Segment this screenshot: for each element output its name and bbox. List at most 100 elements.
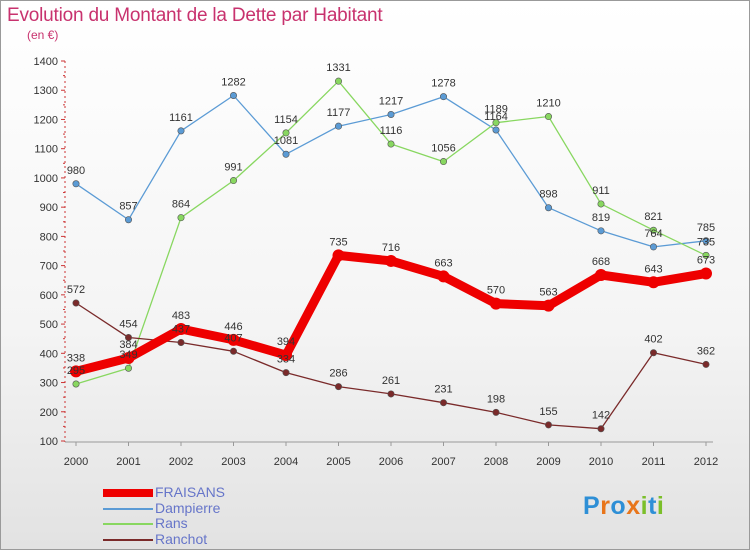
data-point-rans xyxy=(597,200,605,208)
legend-label: FRAISANS xyxy=(155,484,226,500)
data-labels: 980 857 1161 1282 1081 1177 1217 1278 1164 898 819… xyxy=(67,62,715,422)
data-label-rans: 349 xyxy=(119,349,137,361)
logo-letter: o xyxy=(610,492,627,520)
series-line-fraisans xyxy=(71,250,711,376)
y-tick-label: 500 xyxy=(40,319,58,331)
data-label-dampierre: 980 xyxy=(67,165,85,177)
logo-letter: x xyxy=(626,492,641,520)
plot-area: 100 200 300 400 500 600 700 800 900 1000 1100 1200 1… xyxy=(34,56,719,468)
y-tick-label: 1400 xyxy=(34,56,58,68)
legend-label: Ranchot xyxy=(155,530,208,547)
data-label-rans: 1331 xyxy=(326,62,350,74)
data-label-rans: 1210 xyxy=(536,98,560,110)
data-label-fraisans: 673 xyxy=(697,255,715,267)
data-point-rans xyxy=(492,119,500,127)
data-point-rans xyxy=(177,214,185,222)
data-point-fraisans xyxy=(595,268,607,281)
data-label-rans: 1154 xyxy=(274,114,298,126)
data-point-fraisans xyxy=(175,323,187,336)
data-point-rans xyxy=(125,364,133,372)
data-point-ranchot xyxy=(649,349,657,357)
data-point-ranchot xyxy=(492,408,500,416)
proxiti-logo: Proxiti xyxy=(583,492,664,521)
data-point-fraisans xyxy=(490,297,502,310)
logo-letter: t xyxy=(648,492,657,520)
data-label-rans: 1116 xyxy=(380,125,403,137)
data-point-rans xyxy=(439,158,447,166)
data-point-dampierre xyxy=(282,150,290,158)
x-tick-label: 2002 xyxy=(169,456,193,468)
data-label-fraisans: 735 xyxy=(329,236,347,248)
data-label-rans: 1056 xyxy=(431,143,455,155)
x-tick-label: 2007 xyxy=(431,456,455,468)
y-tick-label: 400 xyxy=(40,348,58,360)
legend-item-fraisans: FRAISANS xyxy=(103,484,363,501)
data-label-ranchot: 362 xyxy=(697,345,715,357)
data-label-ranchot: 402 xyxy=(644,334,662,346)
data-label-ranchot: 437 xyxy=(172,323,190,335)
y-tick-label: 1100 xyxy=(34,144,58,156)
legend-swatch xyxy=(103,489,153,497)
data-label-dampierre: 1217 xyxy=(379,95,403,107)
data-point-fraisans xyxy=(385,254,397,267)
legend-label: Dampierre xyxy=(155,499,221,516)
chart-title: Evolution du Montant de la Dette par Hab… xyxy=(7,5,383,26)
data-label-dampierre: 1161 xyxy=(169,112,193,124)
data-point-ranchot xyxy=(597,425,605,433)
data-label-dampierre: 1081 xyxy=(274,135,298,147)
data-point-ranchot xyxy=(282,369,290,377)
data-point-ranchot xyxy=(177,338,185,346)
data-point-rans xyxy=(387,140,395,148)
data-point-rans xyxy=(72,380,80,388)
data-label-rans: 864 xyxy=(172,199,190,211)
data-label-fraisans: 668 xyxy=(592,256,610,268)
data-label-fraisans: 563 xyxy=(539,287,557,299)
data-label-rans: 911 xyxy=(592,185,610,197)
data-point-dampierre xyxy=(544,204,552,212)
data-point-dampierre xyxy=(702,237,710,245)
data-point-rans xyxy=(649,226,657,234)
logo-letter: i xyxy=(656,492,665,520)
data-label-fraisans: 483 xyxy=(172,310,190,322)
x-tick-label: 2004 xyxy=(274,456,298,468)
data-point-ranchot xyxy=(230,347,238,355)
data-point-fraisans xyxy=(227,333,240,346)
data-label-ranchot: 286 xyxy=(329,368,347,380)
data-point-rans xyxy=(230,177,238,185)
legend-label: Rans xyxy=(155,515,188,531)
y-tick-label: 200 xyxy=(40,407,58,419)
data-label-fraisans: 338 xyxy=(67,352,85,364)
data-label-fraisans: 384 xyxy=(119,339,137,351)
y-tick-label: 1000 xyxy=(34,173,58,185)
y-tick-label: 700 xyxy=(40,261,58,273)
y-tick-label: 100 xyxy=(40,436,58,448)
x-tick-label: 2008 xyxy=(484,456,508,468)
data-label-fraisans: 663 xyxy=(434,257,452,269)
data-label-ranchot: 198 xyxy=(487,393,505,405)
legend-item-rans: Rans xyxy=(103,515,363,532)
logo-letter: P xyxy=(583,492,601,520)
data-point-dampierre xyxy=(649,243,657,251)
data-label-dampierre: 898 xyxy=(539,189,557,201)
data-point-fraisans xyxy=(70,365,82,378)
data-point-dampierre xyxy=(125,216,133,224)
data-label-dampierre: 1282 xyxy=(221,76,245,88)
data-point-fraisans xyxy=(437,270,450,283)
x-tick-label: 2010 xyxy=(589,456,613,468)
data-point-dampierre xyxy=(597,227,605,235)
x-tick-label: 2000 xyxy=(64,456,88,468)
logo-letter: i xyxy=(640,492,649,520)
data-label-rans: 1189 xyxy=(484,104,508,116)
chart-unit: (en €) xyxy=(27,28,59,42)
series-line-ranchot xyxy=(75,302,707,430)
data-point-fraisans xyxy=(332,249,345,262)
data-label-ranchot: 142 xyxy=(592,410,610,422)
x-tick-label: 2005 xyxy=(326,456,350,468)
data-label-ranchot: 261 xyxy=(382,375,400,387)
data-point-dampierre xyxy=(492,126,500,134)
legend-swatch xyxy=(103,538,153,541)
data-label-fraisans: 643 xyxy=(644,263,662,275)
data-point-ranchot xyxy=(544,421,552,429)
y-tick-label: 900 xyxy=(40,202,58,214)
y-tick-label: 300 xyxy=(40,378,58,390)
